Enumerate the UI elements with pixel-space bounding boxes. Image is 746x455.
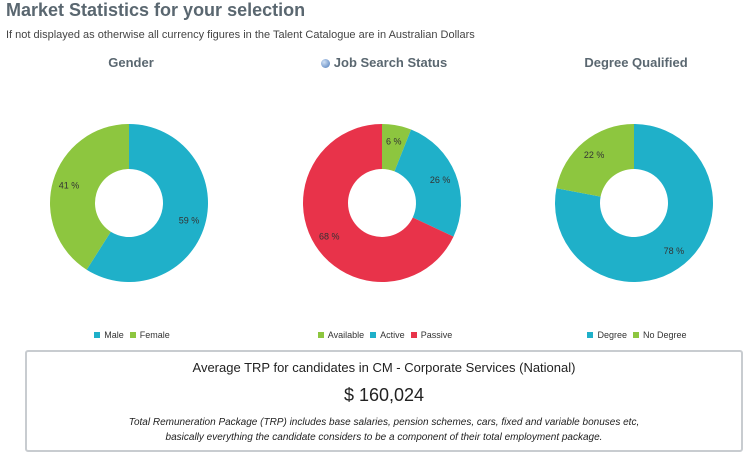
chart-title-text: Job Search Status [333, 55, 448, 70]
legend-swatch [633, 332, 639, 338]
legend-gender: Male Female [9, 330, 249, 340]
legend-item[interactable]: No Degree [643, 330, 687, 340]
slice-label: 78 % [664, 246, 685, 256]
legend-swatch [370, 332, 377, 338]
slice-label: 59 % [179, 215, 200, 225]
trp-note: Total Remuneration Package (TRP) include… [27, 415, 741, 445]
slice-female[interactable] [49, 124, 129, 270]
legend-swatch [410, 332, 417, 338]
currency-note: If not displayed as otherwise all curren… [6, 29, 475, 41]
slice-active[interactable] [394, 129, 462, 237]
legend-item[interactable]: Available [327, 330, 365, 340]
legend-swatch [94, 332, 101, 338]
slice-label: 41 % [59, 181, 80, 191]
page-title: Market Statistics for your selection [6, 0, 306, 20]
slice-label: 68 % [319, 231, 340, 241]
trp-panel: Average TRP for candidates in CM - Corpo… [25, 350, 743, 452]
chart-title-job-search: Job Search Status [284, 55, 484, 70]
slice-degree[interactable] [554, 124, 714, 282]
legend-item[interactable]: Degree [597, 330, 627, 340]
slice-male[interactable] [86, 124, 208, 282]
legend-degree: Degree No Degree [514, 330, 746, 340]
donut-charts: 59 % 41 % 6 % 26 % 68 % 78 % 22 % [49, 124, 714, 282]
trp-heading: Average TRP for candidates in CM - Corpo… [192, 360, 576, 375]
trp-value: $ 160,024 [343, 385, 425, 405]
slice-available[interactable] [382, 124, 412, 172]
slice-label: 22 % [584, 150, 605, 160]
legend-item[interactable]: Active [380, 330, 405, 340]
legend-item[interactable]: Passive [420, 330, 453, 340]
chart-title-degree: Degree Qualified [584, 55, 688, 70]
legend-item[interactable]: Female [139, 330, 170, 340]
legend-swatch [317, 332, 324, 338]
slice-label: 26 % [430, 175, 451, 185]
legend-swatch [129, 332, 136, 338]
slice-no-degree[interactable] [556, 124, 634, 197]
slice-label: 6 % [386, 137, 402, 147]
legend-item[interactable]: Male [104, 330, 124, 340]
legend-job-search: Available Active Passive [262, 330, 502, 340]
info-icon[interactable] [320, 59, 330, 68]
chart-title-gender: Gender [108, 55, 154, 70]
trp-note-line2: basically everything the candidate consi… [165, 432, 603, 443]
legend-swatch [587, 332, 594, 338]
trp-note-line1: Total Remuneration Package (TRP) include… [128, 417, 640, 428]
slice-passive[interactable] [303, 124, 454, 282]
